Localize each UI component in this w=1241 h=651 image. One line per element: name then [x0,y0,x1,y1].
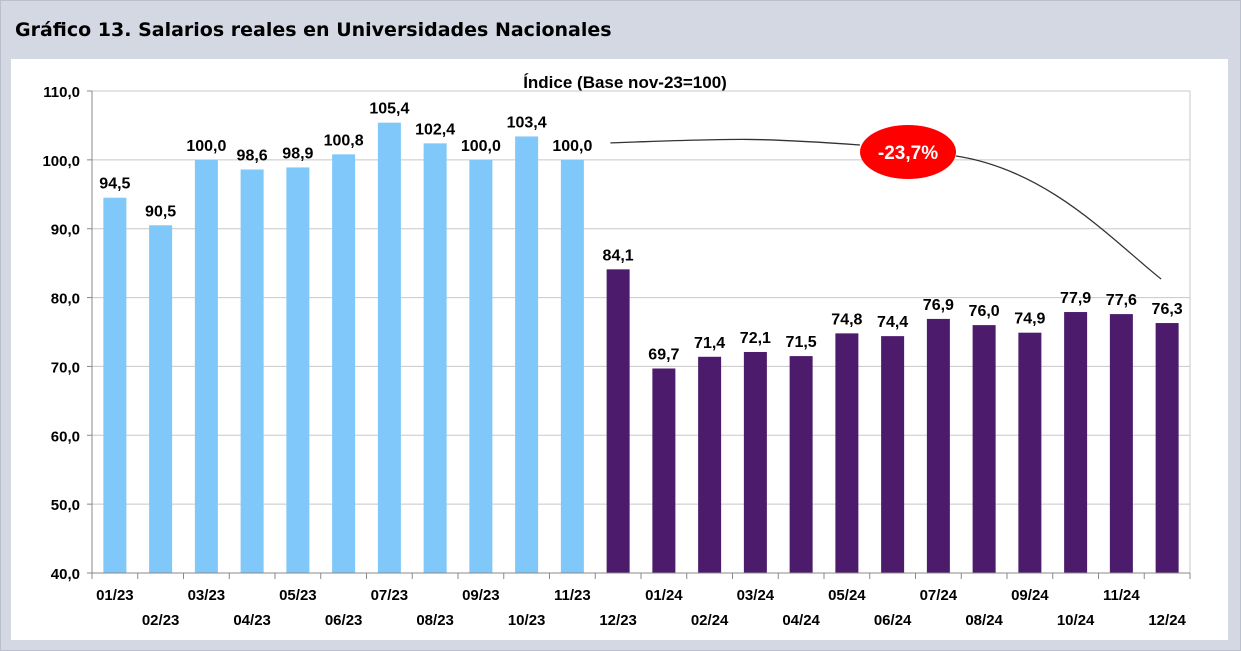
y-tick-label: 60,0 [51,428,80,445]
x-tick-label: 05/23 [279,587,317,604]
bar-12-24 [1155,323,1179,573]
chart-heading: Gráfico 13. Salarios reales en Universid… [15,19,612,41]
annotation-text: -23,7% [878,143,938,164]
data-label: 71,4 [694,335,725,352]
bar-10-24 [1064,312,1088,573]
bar-09-24 [1018,332,1042,573]
bar-10-23 [515,136,539,573]
data-label: 76,0 [969,303,1000,320]
x-tick-label: 10/24 [1057,612,1095,629]
x-tick-label: 02/23 [142,612,180,629]
y-tick-label: 100,0 [42,153,80,170]
chart-title: Índice (Base nov-23=100) [523,73,727,92]
data-label: 76,9 [923,297,954,314]
bar-06-23 [332,154,356,573]
x-tick-label: 06/24 [874,612,912,629]
bar-01-23 [103,197,127,573]
bar-08-24 [972,325,996,573]
bar-04-24 [789,356,813,573]
bar-03-24 [743,351,767,573]
data-label: 74,4 [877,314,908,331]
data-label: 69,7 [648,346,679,363]
bar-11-23 [560,159,584,573]
annotation-curve-left [610,138,861,146]
x-tick-label: 07/24 [920,587,958,604]
data-label: 98,9 [282,145,313,162]
annotation-layer: -23,7% [610,125,1162,280]
data-label: 77,6 [1106,292,1137,309]
bar-01-24 [652,368,676,573]
x-tick-label: 12/24 [1148,612,1186,629]
data-label: 105,4 [369,101,409,118]
bar-02-24 [698,356,722,573]
data-label: 103,4 [507,114,547,131]
y-tick-label: 70,0 [51,359,80,376]
bar-11-24 [1109,314,1133,573]
data-label: 71,5 [786,334,817,351]
data-label: 90,5 [145,203,176,220]
x-tick-label: 07/23 [371,587,409,604]
x-tick-label: 06/23 [325,612,363,629]
x-tick-label: 01/23 [96,587,134,604]
bar-07-24 [926,318,950,573]
y-tick-label: 90,0 [51,222,80,239]
data-label: 76,3 [1152,301,1183,318]
data-label: 84,1 [603,247,634,264]
y-tick-label: 110,0 [43,84,80,101]
x-tick-label: 11/23 [554,587,591,604]
data-label: 100,0 [552,138,592,155]
data-label: 74,8 [831,311,862,328]
x-tick-label: 09/23 [462,587,500,604]
chart-panel: Índice (Base nov-23=100) 94,5 90,5 100,0 98… [11,59,1228,640]
bar-07-23 [377,122,401,573]
data-label: 100,0 [186,138,226,155]
bar-08-23 [423,143,447,573]
bar-09-23 [469,159,493,573]
x-tick-label: 08/24 [965,612,1003,629]
bar-05-23 [286,167,310,573]
bar-04-23 [240,169,264,574]
bar-03-23 [194,159,218,573]
bar-layer [103,122,1179,574]
bar-06-24 [881,336,905,573]
x-tick-label: 04/23 [233,612,271,629]
x-tick-label: 08/23 [416,612,454,629]
x-tick-label: 10/23 [508,612,546,629]
label-layer: 94,5 90,5 100,0 98,6 98,9 100,8 105,4 102,4 100,… [99,101,1182,364]
data-label: 98,6 [237,147,268,164]
y-tick-label: 80,0 [51,291,80,308]
bar-05-24 [835,333,859,573]
y-tick-label: 40,0 [51,566,80,583]
grid-layer [92,90,1191,574]
data-label: 77,9 [1060,290,1091,307]
data-label: 100,8 [324,132,364,149]
x-tick-label: 12/23 [599,612,637,629]
x-tick-label: 11/24 [1103,587,1140,604]
x-tick-label: 03/24 [737,587,775,604]
bar-chart: Índice (Base nov-23=100) 94,5 90,5 100,0 98… [42,73,1191,629]
axis-layer: 40,0 50,0 60,0 70,0 80,0 90,0 100,0 110,0 01/23 0… [42,84,1191,629]
x-tick-label: 02/24 [691,612,729,629]
y-tick-label: 50,0 [51,497,80,514]
x-tick-label: 01/24 [645,587,683,604]
data-label: 100,0 [461,138,501,155]
data-label: 102,4 [415,121,455,138]
annotation-badge [860,125,956,179]
annotation-curve-right [955,155,1162,280]
x-tick-label: 03/23 [188,587,226,604]
data-label: 94,5 [99,176,130,193]
x-tick-label: 09/24 [1011,587,1049,604]
data-label: 74,9 [1014,311,1045,328]
data-label: 72,1 [740,330,771,347]
x-tick-label: 04/24 [782,612,820,629]
bar-02-23 [149,225,173,573]
bar-12-23 [606,269,630,573]
x-tick-label: 05/24 [828,587,866,604]
